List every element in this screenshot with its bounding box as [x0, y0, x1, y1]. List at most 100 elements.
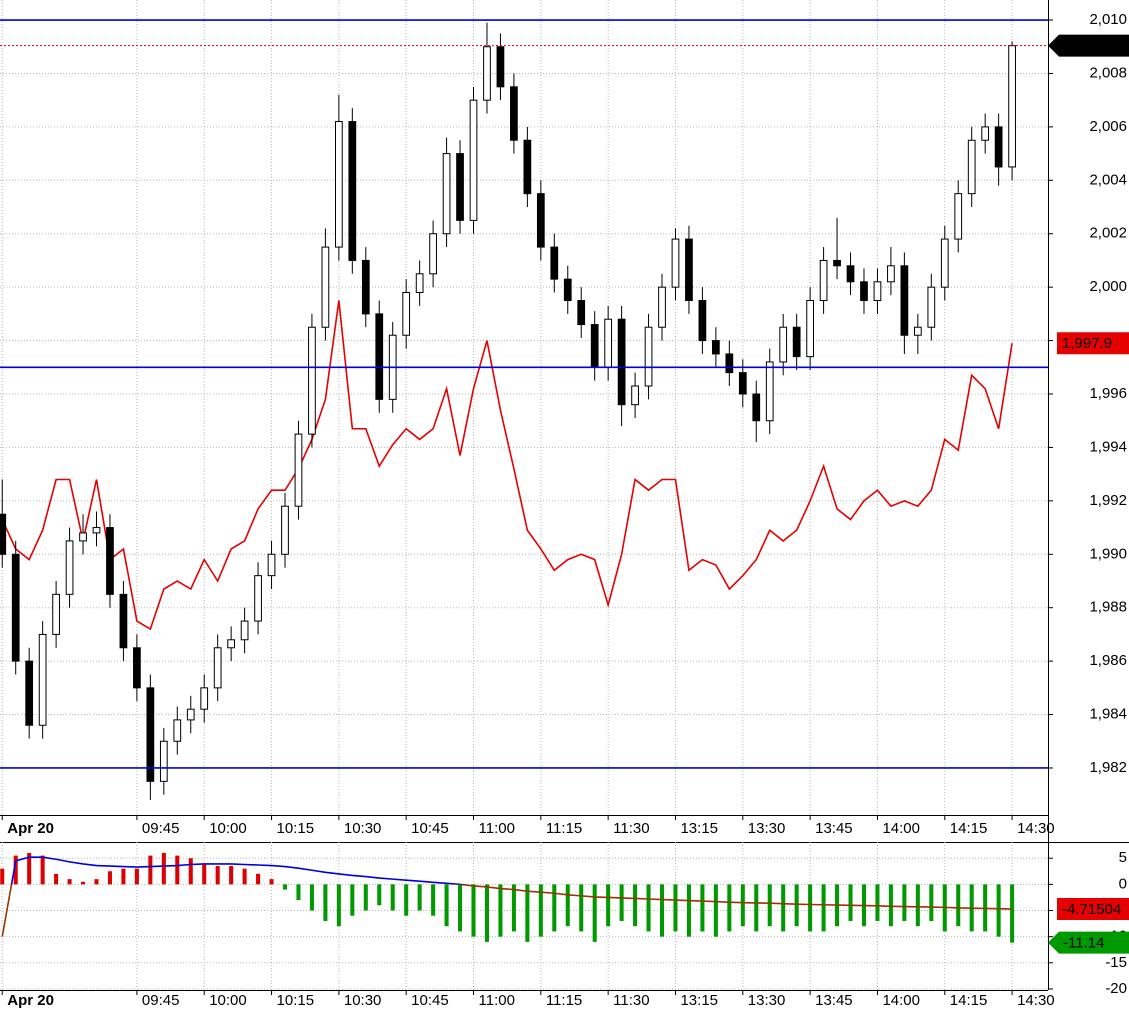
histogram-bar — [94, 879, 99, 885]
histogram-bar — [996, 884, 1001, 937]
y-tick-label: -20 — [1105, 980, 1127, 997]
histogram-bar — [565, 884, 570, 927]
candle-body — [52, 593, 60, 635]
histogram-bar — [269, 879, 274, 885]
candle-body — [227, 639, 236, 649]
x-tick-label: 10:45 — [411, 992, 449, 1009]
histogram-bar — [592, 884, 597, 942]
candle-body — [658, 286, 666, 328]
y-tick-label: 2,004 — [1089, 171, 1127, 188]
x-tick-label: 14:00 — [882, 992, 920, 1009]
x-tick-label: 11:00 — [479, 820, 515, 837]
candle-body — [873, 281, 882, 302]
y-tick-label: 0 — [1119, 875, 1127, 892]
histogram-bar — [202, 863, 207, 885]
candle-body — [348, 121, 357, 261]
candle-body — [133, 647, 141, 689]
last-value-label: 2,009.04 — [1063, 38, 1121, 55]
histogram-bar — [781, 884, 786, 932]
histogram-bar — [458, 884, 463, 932]
histogram-bar — [498, 884, 503, 937]
candle-body — [429, 233, 437, 275]
y-tick-label: 1,994 — [1089, 438, 1127, 455]
candle-body — [631, 385, 639, 406]
y-tick-label: 1,984 — [1089, 706, 1127, 723]
x-tick-label: 10:00 — [209, 992, 247, 1009]
x-tick-label: 14:15 — [950, 992, 988, 1009]
histogram-bar — [740, 884, 745, 927]
candle-body — [981, 126, 990, 141]
candle-body — [25, 660, 34, 726]
histogram-bar — [808, 884, 813, 932]
candle-body — [186, 708, 195, 721]
candle-body — [92, 527, 101, 534]
x-tick-label: 09:45 — [142, 820, 180, 837]
candle-body — [712, 340, 720, 355]
last-value-box — [1057, 332, 1129, 355]
histogram-bar — [107, 871, 112, 885]
histogram-bar — [579, 884, 584, 932]
histogram-bar — [417, 884, 422, 911]
candle-body — [644, 326, 653, 387]
histogram-bar — [309, 884, 314, 911]
y-tick-label: 1,988 — [1089, 599, 1127, 616]
candle-body — [213, 647, 222, 689]
candle-body — [792, 326, 801, 358]
histogram-bar — [336, 884, 341, 927]
histogram-bar — [134, 868, 139, 885]
histogram-bar — [175, 855, 180, 885]
candle-body — [563, 278, 572, 302]
candle-body — [536, 193, 545, 248]
histogram-bar — [754, 884, 759, 932]
histogram-bar — [821, 884, 826, 932]
candle-body — [967, 139, 976, 195]
histogram-bar — [54, 873, 59, 885]
histogram-bar — [767, 884, 772, 927]
candle-body — [887, 265, 895, 283]
x-tick-label: 14:30 — [1017, 992, 1055, 1009]
histogram-bar — [525, 884, 530, 942]
candle-body — [159, 740, 168, 782]
candle-body — [940, 238, 949, 288]
candle-body — [240, 620, 249, 641]
candle-body — [11, 553, 20, 662]
histogram-bar — [700, 884, 705, 932]
histogram-bar — [67, 879, 72, 885]
histogram-bar — [471, 884, 476, 937]
x-tick-label: 14:00 — [882, 820, 920, 837]
candle-body — [685, 238, 693, 302]
histogram-bar — [875, 884, 880, 921]
histogram-bar — [296, 884, 301, 901]
candle-body — [38, 633, 47, 726]
histogram-bar — [161, 852, 166, 885]
histogram-bar — [444, 884, 449, 927]
candle-body — [577, 300, 586, 326]
candle-body — [361, 259, 370, 315]
histogram-bar — [902, 884, 907, 921]
candle-body — [0, 513, 7, 555]
candle-body — [860, 281, 868, 302]
histogram-bar — [646, 884, 651, 932]
candle-body — [334, 121, 343, 248]
histogram-bar — [256, 873, 261, 885]
y-tick-label: 1,986 — [1089, 652, 1127, 669]
x-tick-label: 14:15 — [950, 820, 988, 837]
y-tick-label: 5 — [1119, 849, 1127, 866]
candle-body — [402, 292, 411, 336]
histogram-bar — [282, 884, 288, 890]
candle-body — [738, 372, 747, 395]
candle-body — [469, 99, 478, 221]
candle-body — [671, 238, 680, 288]
candle-body — [994, 126, 1003, 168]
last-value-label: -11.14 — [1063, 935, 1104, 952]
x-tick-label: 10:15 — [277, 820, 315, 837]
histogram-bar — [229, 866, 234, 885]
histogram-bar — [323, 884, 328, 921]
candle-body — [254, 575, 262, 622]
y-tick-label: 2,002 — [1089, 225, 1127, 242]
last-value-label: -4.71504 — [1062, 901, 1121, 918]
signal-line — [1, 856, 1013, 937]
y-tick-label: 1,990 — [1089, 545, 1127, 562]
